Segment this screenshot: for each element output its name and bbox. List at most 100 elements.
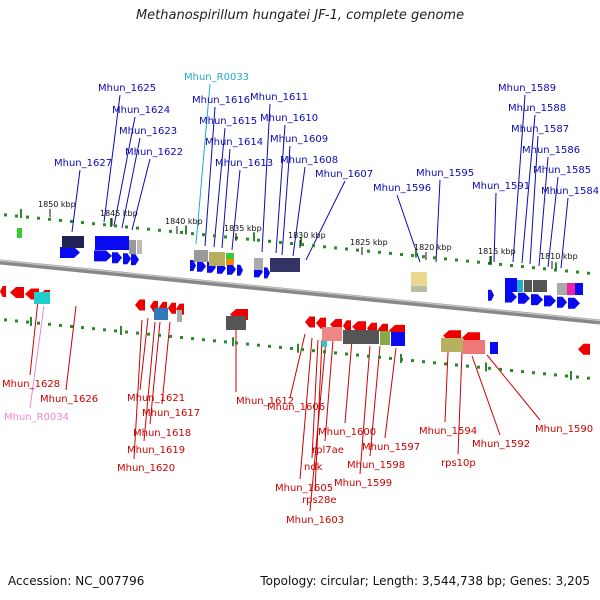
gene-label: Mhun_1584 <box>541 186 599 197</box>
reverse-gene-arrow <box>168 302 176 314</box>
gene-label: rps10p <box>441 458 476 469</box>
gene-label: Mhun_1587 <box>511 124 569 135</box>
feature-block <box>490 342 498 354</box>
feature-block <box>194 250 208 262</box>
gene-label: Mhun_1600 <box>318 427 376 438</box>
feature-block <box>177 310 182 322</box>
gene-label: Mhun_1597 <box>362 442 420 453</box>
kbp-tick-label: 1810 kbp <box>540 252 578 261</box>
kbp-tick-label: 1845 kbp <box>100 209 138 218</box>
forward-gene-arrow <box>531 294 543 306</box>
forward-gene-arrow <box>568 297 580 309</box>
upper-guide-dots <box>4 213 590 275</box>
feature-block <box>154 308 168 320</box>
feature-block <box>505 278 517 292</box>
forward-gene-arrow <box>544 295 556 307</box>
forward-gene-arrow <box>94 250 112 262</box>
gene-label: Mhun_1609 <box>270 134 328 145</box>
gene-label: Mhun_1622 <box>125 147 183 158</box>
gene-label: rpl7ae <box>312 445 344 456</box>
reverse-gene-arrow <box>135 299 145 311</box>
feature-block <box>270 258 300 272</box>
kbp-tick-label: 1850 kbp <box>38 200 76 209</box>
forward-gene-arrow <box>112 252 122 264</box>
gene-label: Mhun_1585 <box>533 165 591 176</box>
gene-label: Mhun_R0033 <box>184 72 249 83</box>
gene-label: Mhun_1626 <box>40 394 98 405</box>
gene-label: Mhun_1607 <box>315 169 373 180</box>
gene-label: Mhun_1589 <box>498 83 556 94</box>
gene-label: rps28e <box>302 495 337 506</box>
forward-gene-arrow <box>488 289 494 301</box>
gene-label: Mhun_1614 <box>205 137 263 148</box>
gene-label: Mhun_1625 <box>98 83 156 94</box>
gene-label: Mhun_1611 <box>250 92 308 103</box>
feature-block <box>95 236 129 250</box>
feature-block <box>567 283 575 295</box>
gene-label: Mhun_1590 <box>535 424 593 435</box>
gene-label: ndk <box>304 462 323 473</box>
feature-block <box>209 252 225 266</box>
feature-block <box>411 272 427 286</box>
gene-label: Mhun_1620 <box>117 463 175 474</box>
feature-block <box>575 283 583 295</box>
reverse-gene-arrow <box>578 343 590 355</box>
feature-block <box>380 331 390 345</box>
genome-track <box>0 209 600 380</box>
gene-label: Mhun_1586 <box>522 145 580 156</box>
reverse-gene-arrow <box>352 321 366 333</box>
forward-gene-arrow <box>123 253 131 265</box>
gene-label: Mhun_1591 <box>472 181 530 192</box>
gene-label: Mhun_1598 <box>347 460 405 471</box>
gene-label: Mhun_1627 <box>54 158 112 169</box>
gene-label: Mhun_1605 <box>275 483 333 494</box>
forward-gene-arrow <box>227 263 236 275</box>
feature-block <box>62 236 84 248</box>
forward-gene-arrow <box>131 254 139 266</box>
feature-block <box>343 330 379 344</box>
feature-block <box>411 286 427 292</box>
feature-block <box>441 338 463 352</box>
forward-gene-arrow <box>197 260 206 272</box>
genome-title: Methanospirillum hungatei JF-1, complete… <box>135 8 465 23</box>
forward-gene-arrow <box>190 260 196 271</box>
feature-block <box>463 340 485 354</box>
gene-label: Mhun_1615 <box>199 116 257 127</box>
feature-block <box>34 292 50 304</box>
genome-backbone <box>0 259 600 325</box>
forward-gene-arrow <box>518 292 530 304</box>
gene-label: Mhun_1628 <box>2 379 60 390</box>
feature-block <box>557 283 567 295</box>
feature-block <box>322 327 342 341</box>
feature-block <box>226 253 234 259</box>
leader-lines <box>29 83 569 512</box>
forward-gene-arrow <box>237 264 243 276</box>
feature-block <box>322 341 327 347</box>
gene-label: Mhun_1599 <box>334 478 392 489</box>
lower-guide-dots <box>4 318 590 380</box>
gene-label: Mhun_1588 <box>508 103 566 114</box>
kbp-tick-label: 1840 kbp <box>165 217 203 226</box>
gene-label: Mhun_1618 <box>133 428 191 439</box>
gene-label: Mhun_1612 <box>236 396 294 407</box>
gene-label: Mhun_1623 <box>119 126 177 137</box>
gene-label: Mhun_1603 <box>286 515 344 526</box>
gene-label: Mhun_1613 <box>215 158 273 169</box>
forward-gene-arrow <box>505 291 517 303</box>
gene-label: Mhun_1619 <box>127 445 185 456</box>
reverse-gene-arrow <box>343 320 351 332</box>
kbp-tick-label: 1825 kbp <box>350 238 388 247</box>
feature-block <box>129 240 136 254</box>
gene-label: Mhun_R0034 <box>4 412 69 423</box>
gene-label: Mhun_1595 <box>416 168 474 179</box>
kbp-scale: 1850 kbp 1845 kbp 1840 kbp 1835 kbp 1830 kbp… <box>38 200 578 269</box>
gene-label: Mhun_1606 <box>267 402 325 413</box>
gene-labels: Mhun_1625 Mhun_1624 Mhun_1623 Mhun_1622 Mhun… <box>2 72 599 526</box>
topology-summary: Topology: circular; Length: 3,544,738 bp… <box>260 574 590 588</box>
reverse-gene-arrow <box>0 286 6 297</box>
feature-block <box>254 258 263 270</box>
reverse-gene-arrow <box>305 316 315 328</box>
gene-label: Mhun_1594 <box>419 426 477 437</box>
feature-block <box>517 280 523 292</box>
